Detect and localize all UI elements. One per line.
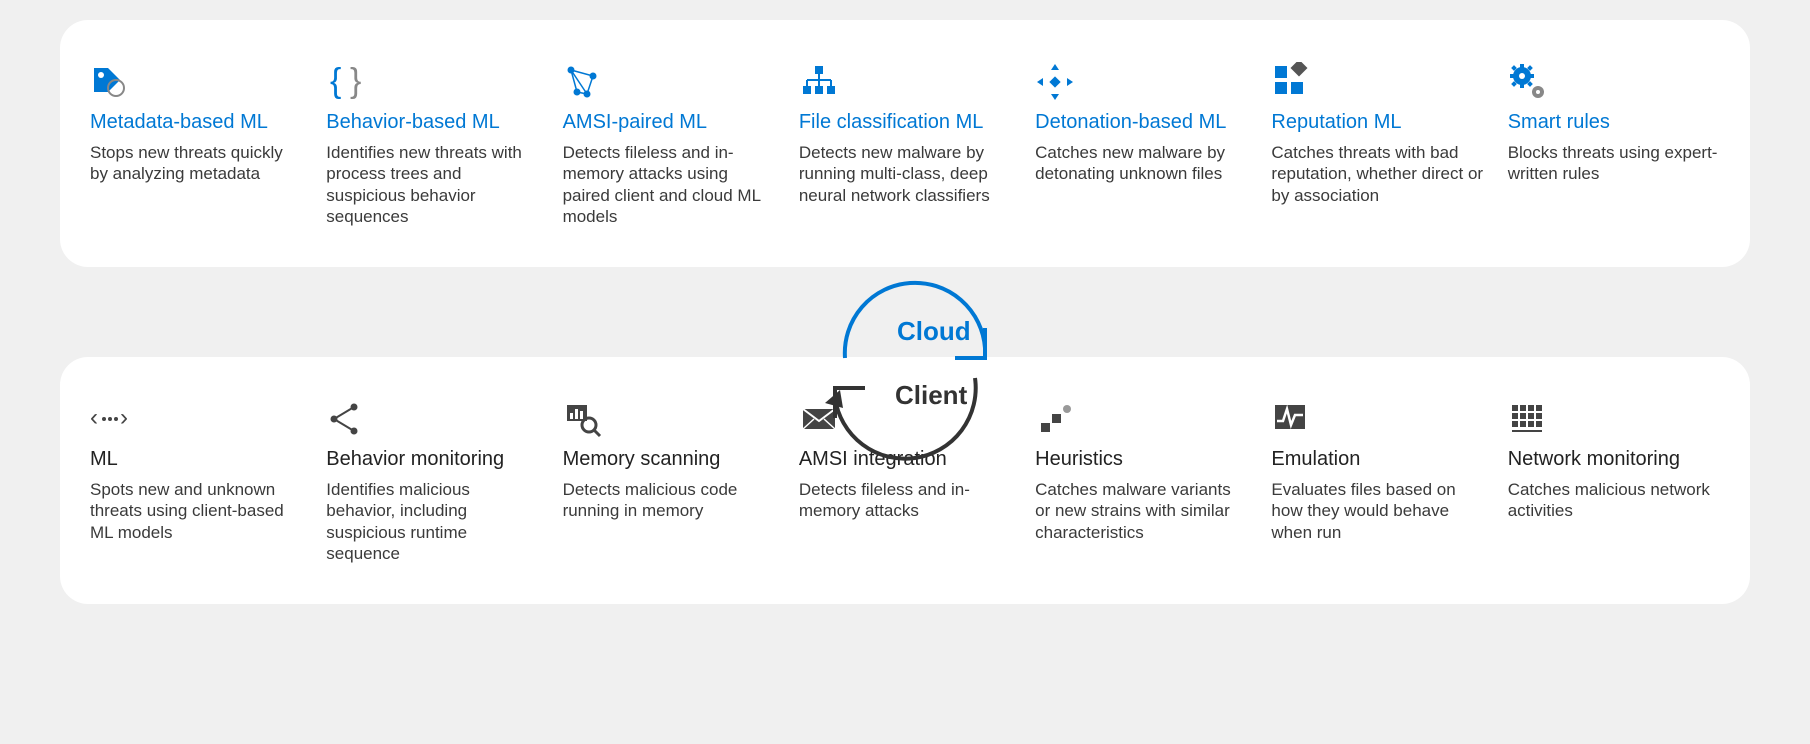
pulse-icon [1271, 397, 1483, 441]
item-title: Heuristics [1035, 447, 1247, 471]
tag-icon [90, 60, 302, 104]
item-title: Behavior monitoring [326, 447, 538, 471]
item-desc: Detects fileless and in-memory attacks u… [563, 142, 775, 227]
item-title: Memory scanning [563, 447, 775, 471]
graph-icon [563, 60, 775, 104]
item-desc: Blocks threats using expert-written rule… [1508, 142, 1720, 185]
client-item: Behavior monitoring Identifies malicious… [326, 397, 538, 564]
item-title: File classification ML [799, 110, 1011, 134]
envelope-icon [799, 397, 1011, 441]
item-title: Detonation-based ML [1035, 110, 1247, 134]
item-desc: Stops new threats quickly by analyzing m… [90, 142, 302, 185]
client-item: Heuristics Catches malware variants or n… [1035, 397, 1247, 564]
code-icon [90, 397, 302, 441]
item-title: Reputation ML [1271, 110, 1483, 134]
item-desc: Catches threats with bad reputation, whe… [1271, 142, 1483, 206]
item-desc: Detects malicious code running in memory [563, 479, 775, 522]
braces-icon [326, 60, 538, 104]
cloud-item: Behavior-based ML Identifies new threats… [326, 60, 538, 227]
cloud-item: Detonation-based ML Catches new malware … [1035, 60, 1247, 227]
item-desc: Catches malware variants or new strains … [1035, 479, 1247, 543]
item-title: AMSI-paired ML [563, 110, 775, 134]
cloud-item: Reputation ML Catches threats with bad r… [1271, 60, 1483, 227]
item-desc: Identifies new threats with process tree… [326, 142, 538, 227]
share-icon [326, 397, 538, 441]
item-desc: Catches malicious network activities [1508, 479, 1720, 522]
item-title: Behavior-based ML [326, 110, 538, 134]
item-title: Network monitoring [1508, 447, 1720, 471]
item-title: Smart rules [1508, 110, 1720, 134]
tiles-icon [1271, 60, 1483, 104]
grid-icon [1508, 397, 1720, 441]
steps-icon [1035, 397, 1247, 441]
cloud-panel: Metadata-based ML Stops new threats quic… [60, 20, 1750, 267]
item-desc: Spots new and unknown threats using clie… [90, 479, 302, 543]
item-title: Metadata-based ML [90, 110, 302, 134]
item-desc: Identifies malicious behavior, including… [326, 479, 538, 564]
item-desc: Detects new malware by running multi-cla… [799, 142, 1011, 206]
hierarchy-icon [799, 60, 1011, 104]
client-item: AMSI integration Detects fileless and in… [799, 397, 1011, 564]
item-title: Emulation [1271, 447, 1483, 471]
client-item: Memory scanning Detects malicious code r… [563, 397, 775, 564]
client-item: Emulation Evaluates files based on how t… [1271, 397, 1483, 564]
detonate-icon [1035, 60, 1247, 104]
cloud-item: AMSI-paired ML Detects fileless and in-m… [563, 60, 775, 227]
cloud-item: File classification ML Detects new malwa… [799, 60, 1011, 227]
item-title: ML [90, 447, 302, 471]
client-panel: ML Spots new and unknown threats using c… [60, 357, 1750, 604]
memscan-icon [563, 397, 775, 441]
item-desc: Evaluates files based on how they would … [1271, 479, 1483, 543]
client-item: Network monitoring Catches malicious net… [1508, 397, 1720, 564]
cloud-item: Metadata-based ML Stops new threats quic… [90, 60, 302, 227]
client-item: ML Spots new and unknown threats using c… [90, 397, 302, 564]
item-title: AMSI integration [799, 447, 1011, 471]
item-desc: Detects fileless and in-memory attacks [799, 479, 1011, 522]
item-desc: Catches new malware by detonating unknow… [1035, 142, 1247, 185]
cycle-cloud-label: Cloud [897, 316, 971, 347]
cloud-item: Smart rules Blocks threats using expert-… [1508, 60, 1720, 227]
gear-icon [1508, 60, 1720, 104]
